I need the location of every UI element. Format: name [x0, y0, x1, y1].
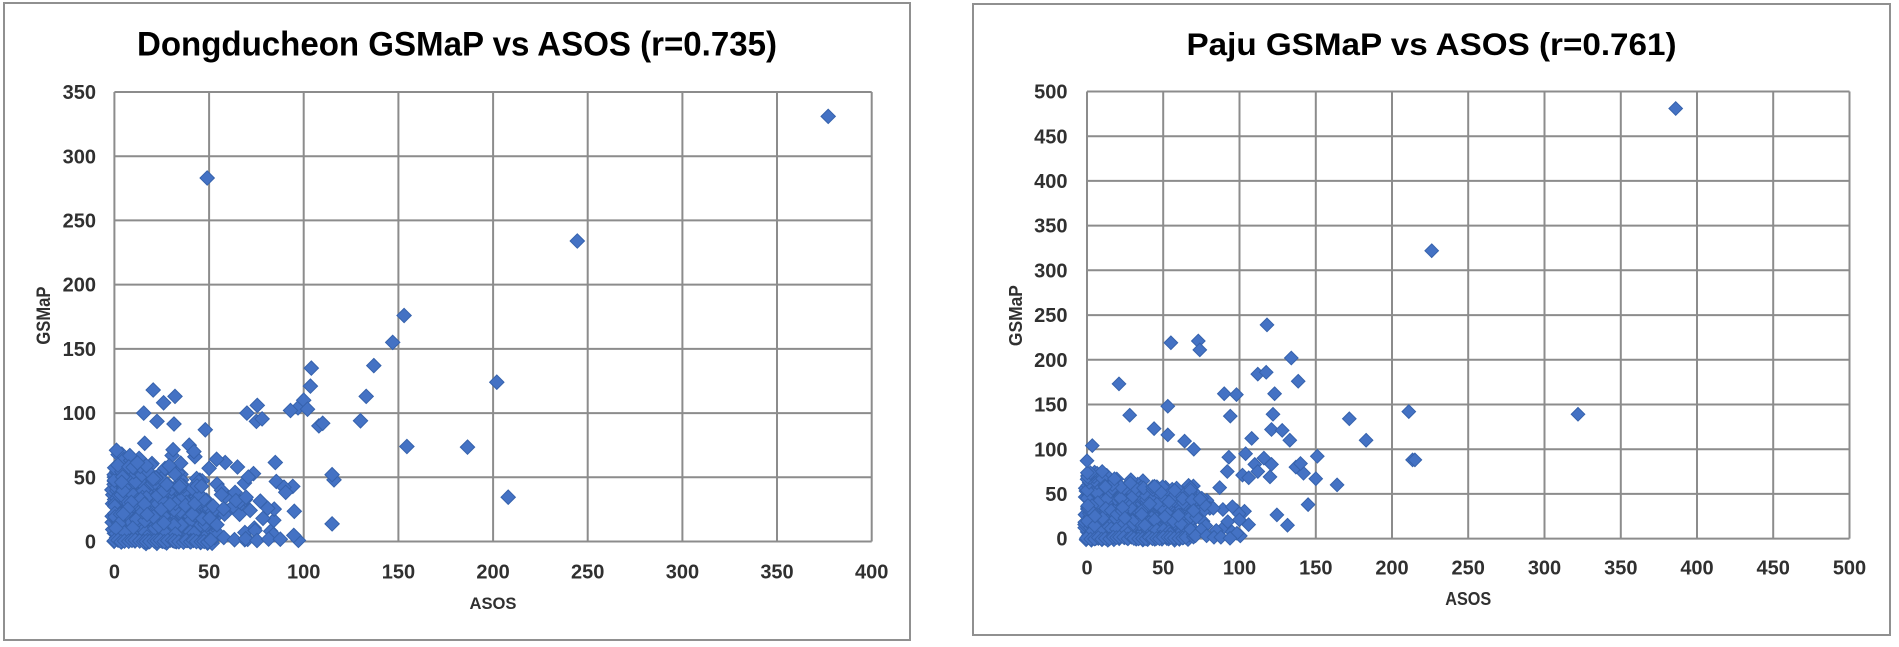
svg-text:50: 50: [198, 561, 220, 583]
svg-text:Dongducheon GSMaP vs ASOS (r=0: Dongducheon GSMaP vs ASOS (r=0.735): [137, 25, 777, 63]
svg-text:Paju GSMaP vs ASOS (r=0.761): Paju GSMaP vs ASOS (r=0.761): [1187, 26, 1677, 62]
svg-text:350: 350: [63, 82, 96, 104]
svg-text:150: 150: [1299, 557, 1332, 579]
svg-text:300: 300: [666, 561, 699, 583]
svg-text:0: 0: [85, 532, 96, 554]
svg-text:300: 300: [1528, 557, 1561, 579]
svg-text:250: 250: [63, 211, 96, 233]
svg-text:350: 350: [760, 561, 793, 583]
svg-text:450: 450: [1757, 557, 1790, 579]
svg-text:300: 300: [63, 146, 96, 168]
svg-text:400: 400: [1034, 171, 1067, 193]
svg-text:100: 100: [1034, 439, 1067, 461]
svg-text:200: 200: [1034, 350, 1067, 372]
svg-text:200: 200: [476, 561, 509, 583]
svg-text:100: 100: [1223, 557, 1256, 579]
svg-text:350: 350: [1034, 216, 1067, 238]
svg-text:GSMaP: GSMaP: [34, 286, 55, 344]
svg-text:0: 0: [1081, 557, 1092, 579]
svg-text:250: 250: [1452, 557, 1485, 579]
svg-text:200: 200: [1375, 557, 1408, 579]
svg-text:0: 0: [109, 561, 120, 583]
svg-text:250: 250: [1034, 305, 1067, 327]
svg-text:250: 250: [571, 561, 604, 583]
svg-text:200: 200: [63, 275, 96, 297]
svg-text:GSMaP: GSMaP: [1006, 285, 1026, 346]
svg-text:400: 400: [855, 561, 888, 583]
svg-text:350: 350: [1604, 557, 1637, 579]
svg-text:150: 150: [382, 561, 415, 583]
svg-text:50: 50: [74, 467, 96, 489]
svg-text:ASOS: ASOS: [470, 594, 517, 613]
svg-text:100: 100: [63, 403, 96, 425]
svg-text:150: 150: [1034, 395, 1067, 417]
svg-text:50: 50: [1045, 484, 1067, 506]
svg-text:150: 150: [63, 339, 96, 361]
svg-text:450: 450: [1034, 126, 1067, 148]
svg-text:500: 500: [1034, 82, 1067, 104]
svg-text:0: 0: [1056, 529, 1067, 551]
svg-text:100: 100: [287, 561, 320, 583]
svg-text:300: 300: [1034, 260, 1067, 282]
svg-text:400: 400: [1680, 557, 1713, 579]
svg-text:ASOS: ASOS: [1445, 589, 1491, 609]
svg-text:500: 500: [1833, 557, 1866, 579]
svg-text:50: 50: [1152, 557, 1174, 579]
